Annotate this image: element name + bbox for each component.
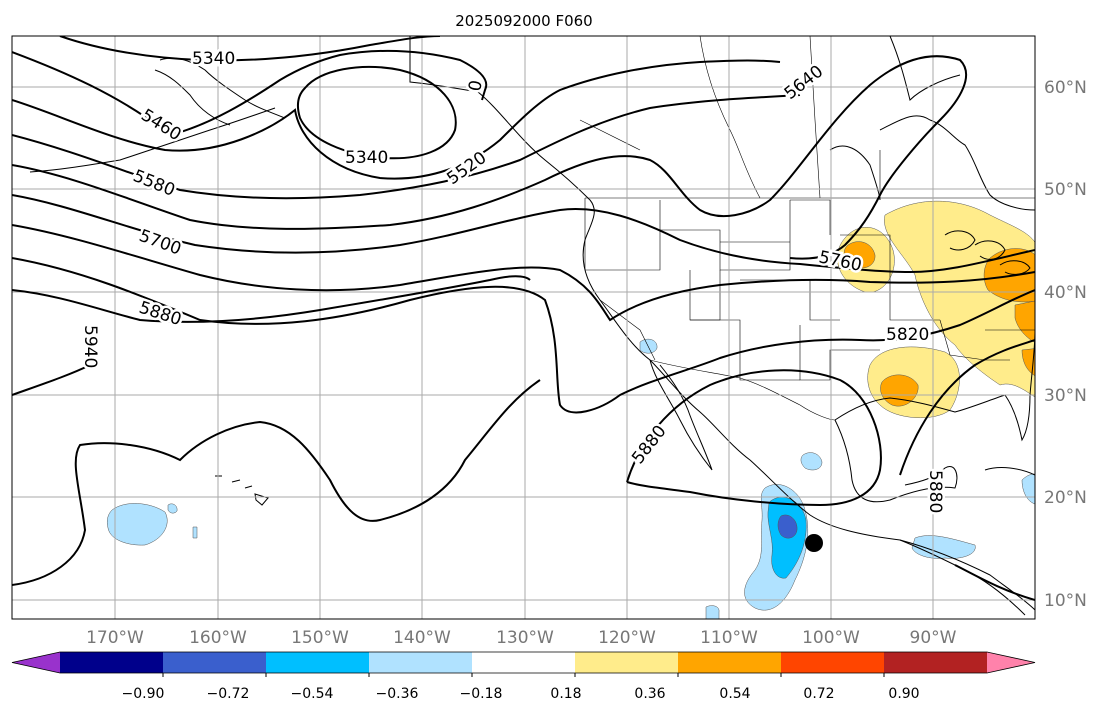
colorbar-extension-max [987,652,1035,673]
contour-5880-mexico [626,369,882,507]
contour-label: 5820 [886,325,929,345]
longitude-label: 130°W [496,628,554,648]
colorbar-segment [163,652,267,673]
latitude-label: 60°N [1044,78,1087,98]
contour-label: 5340 [345,148,388,168]
map-background [12,36,1035,619]
colorbar-segment [678,652,782,673]
colorbar-segment [472,652,576,673]
colorbar-segment [884,652,988,673]
negative-anomaly-region [167,503,178,514]
latitude-label: 40°N [1044,283,1087,303]
latitude-label: 50°N [1044,180,1087,200]
negative-anomaly-region [705,605,720,619]
colorbar-tick-label: 0.54 [719,686,750,702]
latitude-label: 30°N [1044,386,1087,406]
negative-anomaly-region [192,526,198,539]
height-contours [12,36,1035,601]
negative-anomaly-region [800,452,823,471]
colorbar-outline [11,651,1036,674]
negative-anomaly-region [777,514,798,539]
latitude-label: 10°N [1044,591,1087,611]
colorbar-segment [266,652,370,673]
longitude-label: 100°W [802,628,860,648]
longitude-labels: 170°W 160°W 150°W 140°W 130°W 120°W 110°… [86,628,957,648]
contour-5700 [12,194,1035,274]
colorbar-tick-label: −0.72 [207,686,250,702]
longitude-label: 90°W [910,628,957,648]
colorbar-segment [369,652,473,673]
contour-5520 [12,59,781,180]
political-borders [409,36,1035,421]
colorbar-segment [575,652,679,673]
contour-5880-pacific [12,379,541,586]
positive-anomaly-region [884,200,1035,398]
colorbar: −0.90 −0.72 −0.54 −0.36 −0.18 0.18 0.36 … [11,651,1036,702]
contour-label: 5880 [925,470,945,513]
contour-5580 [12,94,801,200]
contour-5940 [12,364,91,396]
negative-anomaly-region [911,535,976,559]
colorbar-tick-label: 0.36 [634,686,665,702]
colorbar-tick-label: −0.36 [376,686,419,702]
negative-anomaly-region [639,338,658,354]
contour-5820 [12,257,1035,414]
contour-5880-east [899,339,1035,476]
colorbar-tick-label: −0.90 [122,686,165,702]
negative-anomaly-region [106,503,168,546]
contour-5880-south [954,564,1035,601]
colorbar-tick-label: −0.54 [291,686,334,702]
colorbar-extension-min [12,652,60,673]
longitude-label: 170°W [86,628,144,648]
positive-anomaly-region [1021,348,1035,377]
longitude-label: 120°W [598,628,656,648]
colorbar-segment [60,652,164,673]
latitude-labels: 60°N 50°N 40°N 30°N 20°N 10°N [1044,78,1087,611]
contour-5760 [12,224,1035,322]
contour-label: 5940 [80,325,100,368]
colorbar-tick-label: 0.72 [803,686,834,702]
contour-5640 [12,55,967,260]
colorbar-segment [781,652,885,673]
colorbar-tick-label: −0.18 [460,686,503,702]
longitude-label: 110°W [700,628,758,648]
location-marker [805,534,823,552]
map-frame [11,35,1036,620]
contour-5460 [12,49,488,137]
colorbar-segments [11,651,1036,677]
contour-5340-low [296,65,457,160]
latitude-label: 20°N [1044,488,1087,508]
contour-5880-west [12,275,531,323]
figure-title: 2025092000 F060 [455,12,592,30]
positive-anomaly-region [1014,300,1035,343]
gridlines [12,36,1035,619]
longitude-label: 150°W [291,628,349,648]
longitude-label: 140°W [393,628,451,648]
contour-5340-north [59,36,441,62]
contour-label: 5340 [192,49,235,69]
longitude-label: 160°W [189,628,247,648]
colorbar-tick-label: 0.90 [888,686,919,702]
colorbar-ticks: −0.90 −0.72 −0.54 −0.36 −0.18 0.18 0.36 … [122,686,920,702]
colorbar-tick-label: 0.18 [550,686,581,702]
positive-anomaly-region [844,241,876,269]
